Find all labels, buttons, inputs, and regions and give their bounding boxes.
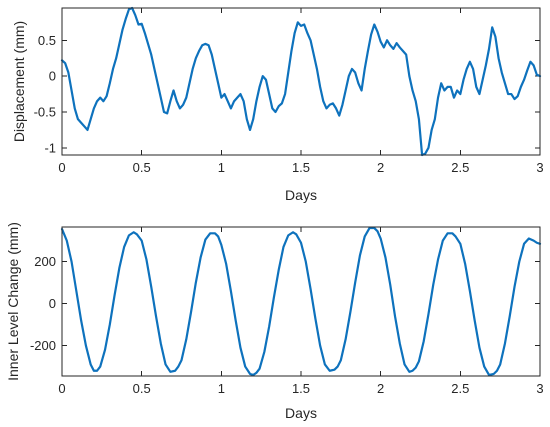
inner-level-ytick-label: -200: [30, 338, 56, 353]
displacement-ytick-label: 0: [49, 69, 56, 84]
displacement-xlabel: Days: [285, 187, 317, 203]
inner-level-xtick-label: 2.5: [451, 381, 469, 396]
displacement-tick-labels: 0 0.5 1 1.5 2 2.5 3 -1 -0.5 0 0.5: [34, 33, 544, 175]
displacement-series-line: [60, 6, 542, 157]
inner-level-xtick-label: 1.5: [292, 381, 310, 396]
inner-level-series: [60, 226, 542, 377]
displacement-xtick-label: 2: [377, 160, 384, 175]
inner-level-tick-labels: 0 0.5 1 1.5 2 2.5 3 -200 0 200: [30, 254, 544, 396]
inner-level-axes-box: [61, 226, 541, 377]
displacement-ylabel: Displacement (mm): [11, 21, 27, 142]
displacement-ytick-label: -1: [44, 140, 56, 155]
inner-level-ytick-label: 0: [49, 296, 56, 311]
displacement-chart: 0 0.5 1 1.5 2 2.5 3 -1 -0.5 0 0.5 Days Displacemen…: [11, 6, 544, 203]
inner-level-series-line: [60, 226, 542, 377]
displacement-ticks: [61, 8, 541, 155]
inner-level-xtick-label: 0: [58, 381, 65, 396]
displacement-xtick-label: 0: [58, 160, 65, 175]
displacement-xtick-label: 1: [218, 160, 225, 175]
displacement-xtick-label: 1.5: [292, 160, 310, 175]
displacement-ytick-label: -0.5: [34, 104, 56, 119]
displacement-xtick-label: 3: [536, 160, 543, 175]
displacement-ytick-label: 0.5: [38, 33, 56, 48]
displacement-series: [60, 6, 542, 157]
inner-level-ticks: [61, 227, 541, 376]
inner-level-ytick-label: 200: [34, 254, 56, 269]
displacement-xtick-label: 2.5: [451, 160, 469, 175]
inner-level-xtick-label: 2: [377, 381, 384, 396]
displacement-xtick-label: 0.5: [133, 160, 151, 175]
inner-level-ylabel: Inner Level Change (mm): [5, 222, 21, 381]
inner-level-chart: 0 0.5 1 1.5 2 2.5 3 -200 0 200 Days Inner Level C…: [5, 222, 544, 421]
inner-level-xtick-label: 3: [536, 381, 543, 396]
inner-level-xtick-label: 0.5: [133, 381, 151, 396]
inner-level-xtick-label: 1: [218, 381, 225, 396]
displacement-axes-box: [61, 7, 541, 156]
inner-level-xlabel: Days: [285, 405, 317, 421]
